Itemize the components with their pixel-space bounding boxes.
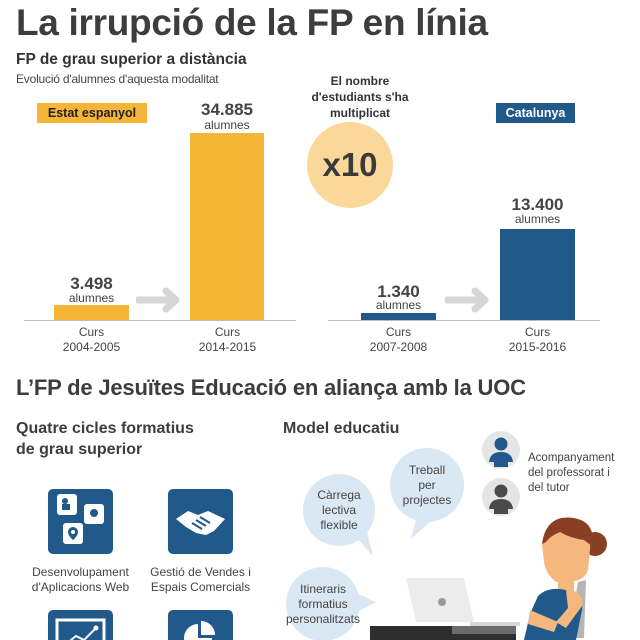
x-label-curs: Curs [524, 325, 551, 339]
cicle-label-line: Gestió de Vendes i [150, 565, 251, 579]
cicles-title-line: Quatre cicles formatius [16, 420, 194, 437]
cicles-title: Quatre cicles formatius de grau superior [16, 418, 194, 460]
chart-baseline-catalunya [328, 320, 600, 321]
x-label-years: 2004-2005 [62, 340, 121, 354]
bubble-text-line: formatius [298, 596, 348, 611]
model-title: Model educatiu [283, 420, 400, 437]
chart-baseline-estat [24, 320, 296, 321]
bubble-text-line: Càrrega [317, 487, 361, 502]
x-label: Curs 2007-2008 [351, 325, 446, 355]
acompanyament-line: Acompanyament [528, 452, 615, 464]
legend-estat-espanyol: Estat espanyol [37, 103, 147, 123]
bubble-text-line: lectiva [321, 502, 356, 517]
multiplier-caption-line: multiplicat [329, 106, 390, 120]
speech-bubble-treball: Treball per projectes [389, 447, 465, 542]
section-title: L’FP de Jesuïtes Educació en aliança amb… [16, 375, 526, 400]
arrow-right-icon [136, 287, 180, 313]
bubble-text-line: per [418, 477, 436, 492]
cicle-label: Gestió de Vendes i Espais Comercials [140, 565, 261, 595]
x-label-years: 2014-2015 [198, 340, 257, 354]
legend-catalunya: Catalunya [496, 103, 575, 123]
x-label-years: 2007-2008 [369, 340, 428, 354]
bar-unit: alumnes [375, 298, 422, 312]
multiplier-caption-line: El nombre [330, 74, 390, 88]
tutor-avatar-icon [482, 478, 520, 516]
acompanyament-text: Acompanyament del professorat i del tuto… [528, 451, 614, 496]
bubble-text-line: personalitzats [285, 611, 361, 626]
chart-line-icon [48, 610, 113, 640]
speech-bubble-itineraris: Itineraris formatius personalitzats [280, 566, 380, 640]
page-title: La irrupció de la FP en línia [16, 2, 488, 43]
multiplier-badge: x10 [307, 122, 393, 208]
arrow-right-icon [445, 287, 489, 313]
bar-estat-2014 [190, 133, 264, 320]
chart-description: Evolució d'alumnes d'aquesta modalitat [16, 72, 219, 86]
cicle-label-line: Desenvolupament [32, 565, 129, 579]
bubble-text-line: projectes [402, 492, 452, 507]
cicle-label-line: d'Aplicacions Web [31, 580, 130, 594]
handshake-icon [168, 489, 233, 554]
app-development-icon [48, 489, 113, 554]
x-label-curs: Curs [385, 325, 412, 339]
multiplier-caption-line: d'estudiants s'ha [311, 90, 409, 104]
bubble-text-line: flexible [320, 517, 358, 532]
bar-value: 34.885 [201, 100, 253, 119]
acompanyament-line: del tutor [528, 482, 570, 494]
x-label: Curs 2015-2016 [490, 325, 585, 355]
cicles-title-line: de grau superior [16, 441, 143, 458]
x-label-years: 2015-2016 [508, 340, 567, 354]
bar-value: 1.340 [377, 282, 420, 301]
bar-value: 3.498 [70, 274, 113, 293]
acompanyament-line: del professorat i [528, 467, 610, 479]
bar-unit: alumnes [68, 291, 115, 305]
x-label: Curs 2004-2005 [44, 325, 139, 355]
x-label-curs: Curs [214, 325, 241, 339]
x-label: Curs 2014-2015 [180, 325, 275, 355]
bar-cat-2015 [500, 229, 575, 320]
multiplier-caption: El nombre d'estudiants s'ha multiplicat [300, 73, 420, 121]
bubble-text-line: Itineraris [299, 581, 346, 596]
chart-subtitle: FP de grau superior a distància [16, 51, 247, 68]
bar-unit: alumnes [514, 212, 561, 226]
bar-cat-2007 [361, 313, 436, 320]
teacher-avatar-icon [482, 431, 520, 469]
bubble-text-line: Treball [408, 462, 446, 477]
bar-estat-2004 [54, 305, 129, 320]
student-laptop-illustration [370, 517, 607, 640]
cicle-label-line: Espais Comercials [150, 580, 251, 594]
bar-unit: alumnes [204, 118, 250, 132]
pie-chart-icon [168, 610, 233, 640]
x-label-curs: Curs [78, 325, 105, 339]
speech-bubble-carrega: Càrrega lectiva flexible [301, 470, 379, 562]
cicle-label: Desenvolupament d'Aplicacions Web [20, 565, 141, 595]
bar-value: 13.400 [511, 195, 564, 214]
